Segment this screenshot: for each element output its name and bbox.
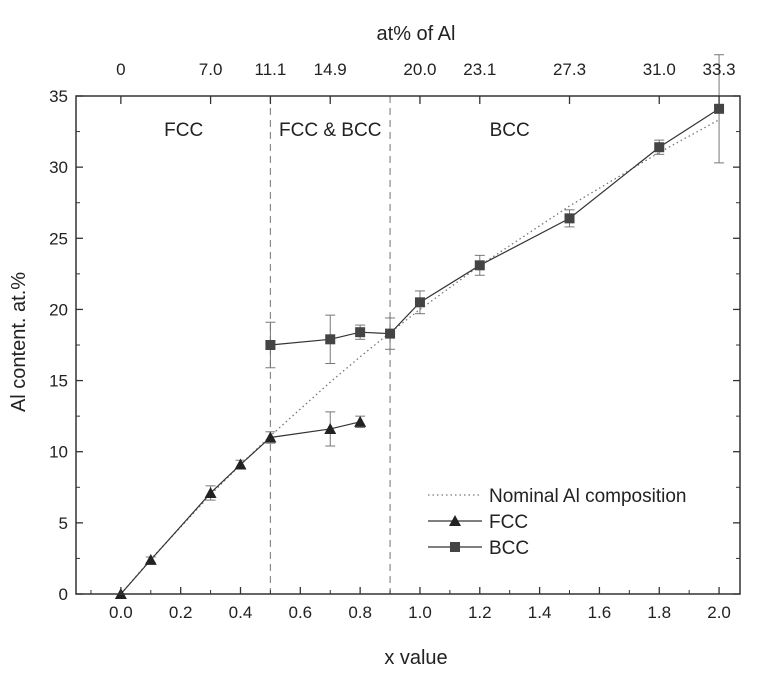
fcc-point — [354, 415, 367, 427]
y-tick-label: 20 — [49, 300, 68, 319]
y-tick-label: 35 — [49, 87, 68, 106]
x-tick-label: 2.0 — [707, 603, 731, 622]
x-tick-label: 1.6 — [588, 603, 612, 622]
series-line-fcc — [120, 421, 361, 595]
y-tick-label: 30 — [49, 158, 68, 177]
legend-marker-triangle — [449, 515, 461, 526]
bcc-point — [385, 328, 396, 339]
series-line-bcc — [270, 108, 720, 346]
legend-label: BCC — [489, 538, 529, 559]
x-tick-label: 0.2 — [169, 603, 193, 622]
x-axis-label: x value — [384, 647, 447, 669]
bcc-point — [325, 334, 336, 345]
y-tick-label: 25 — [49, 229, 68, 248]
y-tick-label: 15 — [49, 372, 68, 391]
bcc-point — [564, 213, 575, 224]
bcc-point — [714, 103, 725, 114]
series-line-nominal — [120, 119, 720, 595]
legend: Nominal Al composition FCC BCC — [428, 486, 686, 559]
top-tick-label: 23.1 — [463, 60, 496, 79]
top-tick-label: 33.3 — [703, 60, 736, 79]
bcc-point — [414, 297, 425, 308]
top-tick-label: 27.3 — [553, 60, 586, 79]
top-axis-label: at% of Al — [377, 23, 456, 45]
top-tick-label: 20.0 — [403, 60, 436, 79]
x-tick-label: 1.8 — [647, 603, 671, 622]
fcc-point — [234, 458, 247, 470]
bcc-point — [355, 327, 366, 338]
top-tick-label: 31.0 — [643, 60, 676, 79]
legend-marker-square — [450, 542, 460, 552]
top-tick-label: 0 — [116, 60, 125, 79]
x-tick-label: 0.8 — [348, 603, 372, 622]
region-label: BCC — [490, 120, 530, 141]
x-tick-label: 0.0 — [109, 603, 133, 622]
bcc-point — [654, 142, 665, 153]
y-tick-label: 10 — [49, 443, 68, 462]
x-tick-label: 0.6 — [289, 603, 313, 622]
x-tick-label: 1.0 — [408, 603, 432, 622]
bcc-point — [474, 260, 485, 271]
top-tick-label: 11.1 — [255, 60, 287, 79]
x-tick-label: 1.4 — [528, 603, 552, 622]
fcc-point — [144, 553, 157, 565]
top-tick-label: 7.0 — [199, 60, 223, 79]
fcc-point — [264, 431, 277, 443]
fcc-point — [324, 422, 337, 434]
fcc-point — [204, 486, 217, 498]
x-tick-label: 1.2 — [468, 603, 492, 622]
region-label: FCC — [164, 120, 203, 141]
legend-label: FCC — [489, 512, 528, 533]
top-tick-label: 14.9 — [314, 60, 347, 79]
y-axis-label: Al content. at.% — [8, 272, 30, 412]
legend-label: Nominal Al composition — [489, 486, 686, 507]
bcc-point — [265, 340, 276, 350]
x-tick-label: 0.4 — [229, 603, 253, 622]
y-tick-label: 5 — [59, 514, 68, 533]
region-label: FCC & BCC — [279, 120, 381, 141]
plot-frame — [75, 95, 741, 595]
y-tick-label: 0 — [59, 585, 68, 604]
